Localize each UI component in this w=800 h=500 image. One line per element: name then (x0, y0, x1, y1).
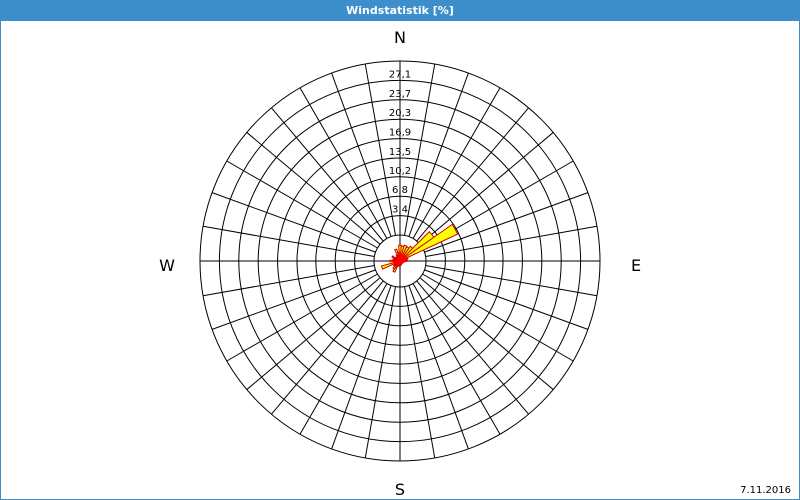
ring-label: 27,1 (389, 69, 411, 80)
compass-west: W (159, 256, 175, 275)
grid-spoke (412, 87, 501, 239)
grid-spoke (202, 225, 375, 257)
grid-spoke (425, 225, 598, 257)
grid-spoke (226, 273, 378, 362)
grid-spoke (408, 72, 469, 237)
grid-spoke (246, 277, 381, 390)
grid-spoke (299, 283, 388, 435)
grid-spoke (202, 265, 375, 297)
grid-spoke (412, 283, 501, 435)
grid-spoke (211, 269, 376, 330)
date-label: 7.11.2016 (740, 485, 791, 496)
grid-spoke (419, 277, 554, 390)
compass-east: E (631, 256, 641, 275)
ring-label: 16,9 (389, 128, 411, 139)
grid-spoke (416, 280, 529, 415)
wind-sector-inner (398, 256, 401, 262)
grid-spoke (424, 192, 589, 253)
grid-spoke (271, 280, 384, 415)
grid-spoke (425, 265, 598, 297)
grid-spoke (331, 285, 392, 450)
grid-spoke (419, 132, 554, 245)
wind-sector (399, 223, 459, 262)
grid-spoke (408, 285, 469, 450)
grid-spoke (404, 63, 436, 236)
compass-labels: N E S W (159, 28, 641, 499)
ring-label: 6,8 (392, 185, 408, 196)
chart-title: Windstatistik [%] (1, 1, 799, 21)
ring-label: 13,5 (389, 147, 411, 158)
grid-spoke (299, 87, 388, 239)
ring-label: 3,4 (392, 205, 408, 216)
grid-spoke (271, 107, 384, 242)
grid-spoke (416, 107, 529, 242)
grid-spoke (226, 160, 378, 249)
compass-north: N (394, 28, 406, 47)
ring-labels: 3,4 6,8 10,2 13,5 16,9 20,3 23,7 27,1 (389, 69, 411, 215)
grid-spoke (424, 269, 589, 330)
grid-spoke (422, 273, 574, 362)
grid-spoke (364, 286, 396, 459)
grid-spoke (211, 192, 376, 253)
ring-label: 20,3 (389, 108, 411, 119)
ring-label: 10,2 (389, 166, 411, 177)
grid-spoke (331, 72, 392, 237)
compass-south: S (395, 480, 405, 499)
grid-spoke (364, 63, 396, 236)
wind-sectors (380, 223, 459, 273)
ring-label: 23,7 (389, 89, 411, 100)
grid-spoke (246, 132, 381, 245)
grid-spoke (404, 286, 436, 459)
